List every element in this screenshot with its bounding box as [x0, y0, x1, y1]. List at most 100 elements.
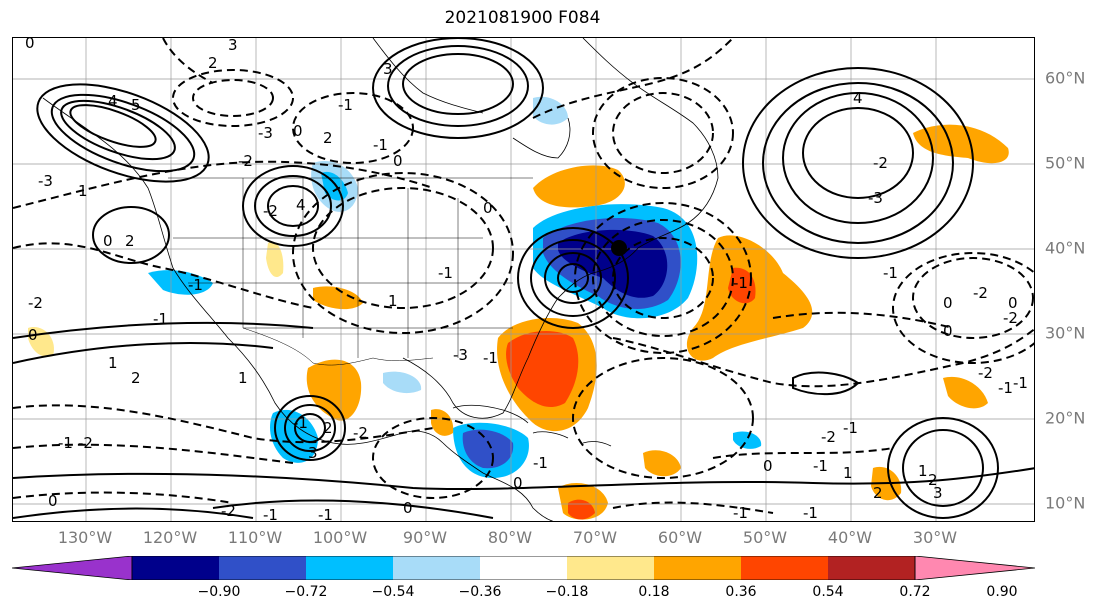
colorbar-segment	[654, 556, 741, 580]
contour-label: -2	[1003, 309, 1018, 327]
contour-label: 0	[513, 474, 523, 492]
colorbar-segment	[914, 556, 1035, 580]
contour-label: 1	[78, 182, 88, 200]
longitude-tick-label: 70°W	[572, 528, 618, 547]
contour-label: 2	[323, 419, 333, 437]
latitude-tick-label: 50°N	[1045, 153, 1086, 173]
contour-label: 0	[403, 499, 413, 517]
colorbar-segment	[393, 556, 480, 580]
contour-label: 1	[918, 462, 928, 480]
longitude-tick-label: 50°W	[742, 528, 788, 547]
contour-label: -2	[263, 202, 278, 220]
contour-label: -2	[28, 294, 43, 312]
longitude-tick-label: 130°W	[57, 528, 113, 547]
contour-label: 2	[873, 484, 883, 502]
colorbar-tick-label: 0.90	[986, 584, 1018, 600]
contour-label: 4	[108, 92, 118, 110]
contour-label: 2	[323, 129, 333, 147]
contour-label: -1	[263, 506, 278, 522]
contour-label: 0	[483, 199, 493, 217]
contour-label: 2	[928, 471, 938, 489]
colorbar-segment	[132, 556, 219, 580]
contour-label: -1	[733, 504, 748, 522]
colorbar-segment	[741, 556, 828, 580]
colorbar-segment	[306, 556, 393, 580]
longitude-tick-label: 110°W	[227, 528, 283, 547]
contour-label: -1	[733, 274, 748, 292]
colorbar-segment	[480, 556, 567, 580]
contour-label: 1	[238, 369, 248, 387]
contour-label: -1	[998, 379, 1013, 397]
contour-label: -1	[438, 264, 453, 282]
contour-label: -2	[353, 424, 368, 442]
colorbar-tick-label: 0.36	[725, 584, 757, 600]
contour-label: -2	[821, 428, 836, 446]
contour-label: 0	[1008, 294, 1018, 312]
contour-label: -1	[533, 454, 548, 472]
contour-label: 0	[943, 294, 953, 312]
contour-label: 0	[25, 38, 35, 52]
map-panel: 0 3 2 5 4 3 -1 2 0 -3 0 -2 -1 1 -3 4 -2 2 0 -1 -2 -1 0 -3 -2 -1 2 1…	[12, 37, 1035, 522]
colorbar-segment	[219, 556, 306, 580]
contour-label: -1	[338, 96, 353, 114]
contour-label: 4	[296, 196, 306, 214]
shaded-anomalies	[28, 96, 1009, 520]
latitude-tick-label: 60°N	[1045, 68, 1086, 88]
longitude-tick-label: 60°W	[657, 528, 703, 547]
colorbar-tick-label: 0.18	[638, 584, 670, 600]
contour-label: 4	[853, 89, 863, 107]
contour-label: 1	[108, 354, 118, 372]
contour-label: -3	[258, 124, 273, 142]
longitude-tick-label: 120°W	[142, 528, 198, 547]
colorbar-segment	[567, 556, 654, 580]
borders	[168, 177, 533, 366]
colorbar-tick-label: −0.54	[371, 584, 415, 600]
contour-label: 0	[28, 326, 38, 344]
contour-label: -3	[38, 172, 53, 190]
low-center-marker	[611, 240, 627, 256]
contour-label: 3	[228, 38, 238, 54]
contour-label: 1	[388, 292, 398, 310]
contour-label: -3	[868, 189, 883, 207]
contour-label: -2	[973, 284, 988, 302]
dashed-contours	[13, 38, 1034, 514]
contour-label: 3	[383, 60, 393, 78]
contour-label: 3	[933, 484, 943, 502]
colorbar-segment	[12, 556, 133, 580]
contour-label: -1	[188, 276, 203, 294]
longitude-tick-label: 80°W	[487, 528, 533, 547]
contour-label: 5	[131, 96, 141, 114]
contour-label: -1	[153, 310, 168, 328]
contour-label: -1	[293, 414, 308, 432]
map-title: 2021081900 F084	[444, 8, 601, 28]
colorbar-segment	[828, 556, 915, 580]
colorbar-tick-label: −0.18	[545, 584, 589, 600]
longitude-tick-label: 90°W	[402, 528, 448, 547]
contour-label: 0	[48, 492, 58, 510]
contour-label: 3	[308, 444, 318, 462]
contour-label: -2	[221, 502, 236, 520]
contour-label: 1	[843, 464, 853, 482]
contour-label: 2	[208, 54, 218, 72]
colorbar-tick-label: −0.90	[197, 584, 241, 600]
latitude-tick-label: 30°N	[1045, 323, 1086, 343]
colorbar-outline	[131, 556, 916, 580]
contour-label: -2	[238, 152, 253, 170]
contour-label: -1	[1013, 374, 1028, 392]
latitude-tick-label: 10°N	[1045, 493, 1086, 513]
longitude-tick-label: 40°W	[827, 528, 873, 547]
contour-label: 0	[763, 457, 773, 475]
contour-label: -2	[873, 154, 888, 172]
contour-label: -1	[843, 419, 858, 437]
colorbar-tick-label: −0.72	[284, 584, 328, 600]
contour-label: 0	[293, 122, 303, 140]
latitude-tick-label: 20°N	[1045, 408, 1086, 428]
contour-label: 0	[103, 232, 113, 250]
contour-label: -2	[78, 434, 93, 452]
contour-label: 0	[393, 152, 403, 170]
contour-label: -1	[483, 349, 498, 367]
colorbar-tick-label: 0.54	[812, 584, 844, 600]
solid-contours	[13, 38, 1034, 519]
